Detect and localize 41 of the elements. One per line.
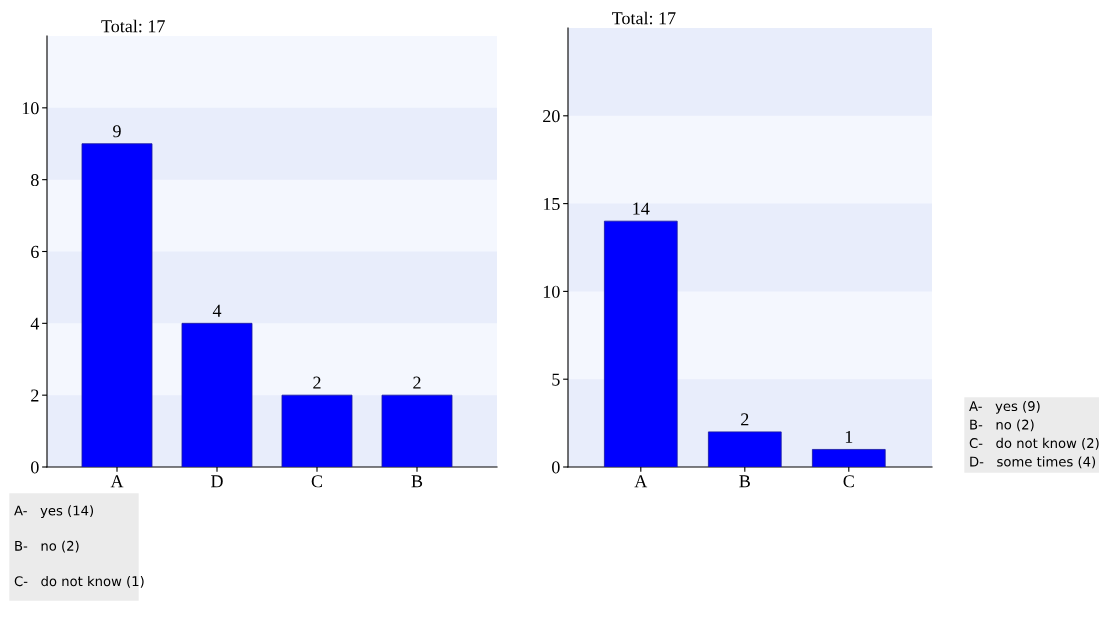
- bar: [381, 394, 453, 467]
- y-tick-label: 8: [31, 173, 39, 187]
- data-label: 4: [212, 304, 222, 317]
- data-label: 9: [113, 125, 121, 138]
- y-tick-label: 6: [31, 245, 39, 258]
- data-label: 2: [413, 376, 421, 389]
- x-tick-label: D: [211, 475, 223, 488]
- text: A- yes (14): [14, 505, 94, 519]
- data-label: 2: [313, 376, 321, 389]
- bar: [81, 143, 153, 467]
- bar: [181, 322, 253, 467]
- x-tick-label: A: [634, 475, 648, 488]
- y-tick-label: 10: [22, 102, 39, 115]
- y-tick-label: 4: [30, 317, 40, 330]
- text: A- yes (9): [969, 400, 1040, 414]
- x-tick-label: B: [739, 475, 750, 488]
- y-tick-label: 15: [543, 197, 560, 211]
- y-tick-label: 5: [552, 373, 560, 386]
- bar: [811, 449, 886, 467]
- bar: [281, 394, 353, 467]
- x-tick-label: C: [311, 475, 323, 488]
- x-tick-label: A: [110, 475, 124, 488]
- x-tick-label: B: [411, 475, 423, 488]
- y-tick-label: 2: [31, 389, 39, 402]
- text: C- do not know (2): [969, 437, 1099, 450]
- bar: [603, 220, 678, 467]
- text: D- some times (4): [970, 456, 1096, 469]
- y-tick-label: 0: [31, 461, 39, 474]
- x-tick-label: C: [843, 475, 854, 488]
- y-tick-label: 10: [543, 285, 560, 298]
- y-tick-label: 0: [552, 461, 560, 474]
- chart-title: Total: 17: [101, 19, 165, 33]
- text: B- no (2): [970, 419, 1034, 432]
- chart-title: Total: 17: [612, 11, 676, 25]
- text: C- do not know (1): [14, 575, 144, 588]
- data-label: 2: [741, 413, 749, 426]
- bar: [707, 431, 782, 467]
- y-tick-label: 20: [543, 110, 560, 123]
- data-label: 1: [845, 430, 853, 443]
- data-label: 14: [633, 202, 650, 215]
- text: B- no (2): [15, 540, 79, 553]
